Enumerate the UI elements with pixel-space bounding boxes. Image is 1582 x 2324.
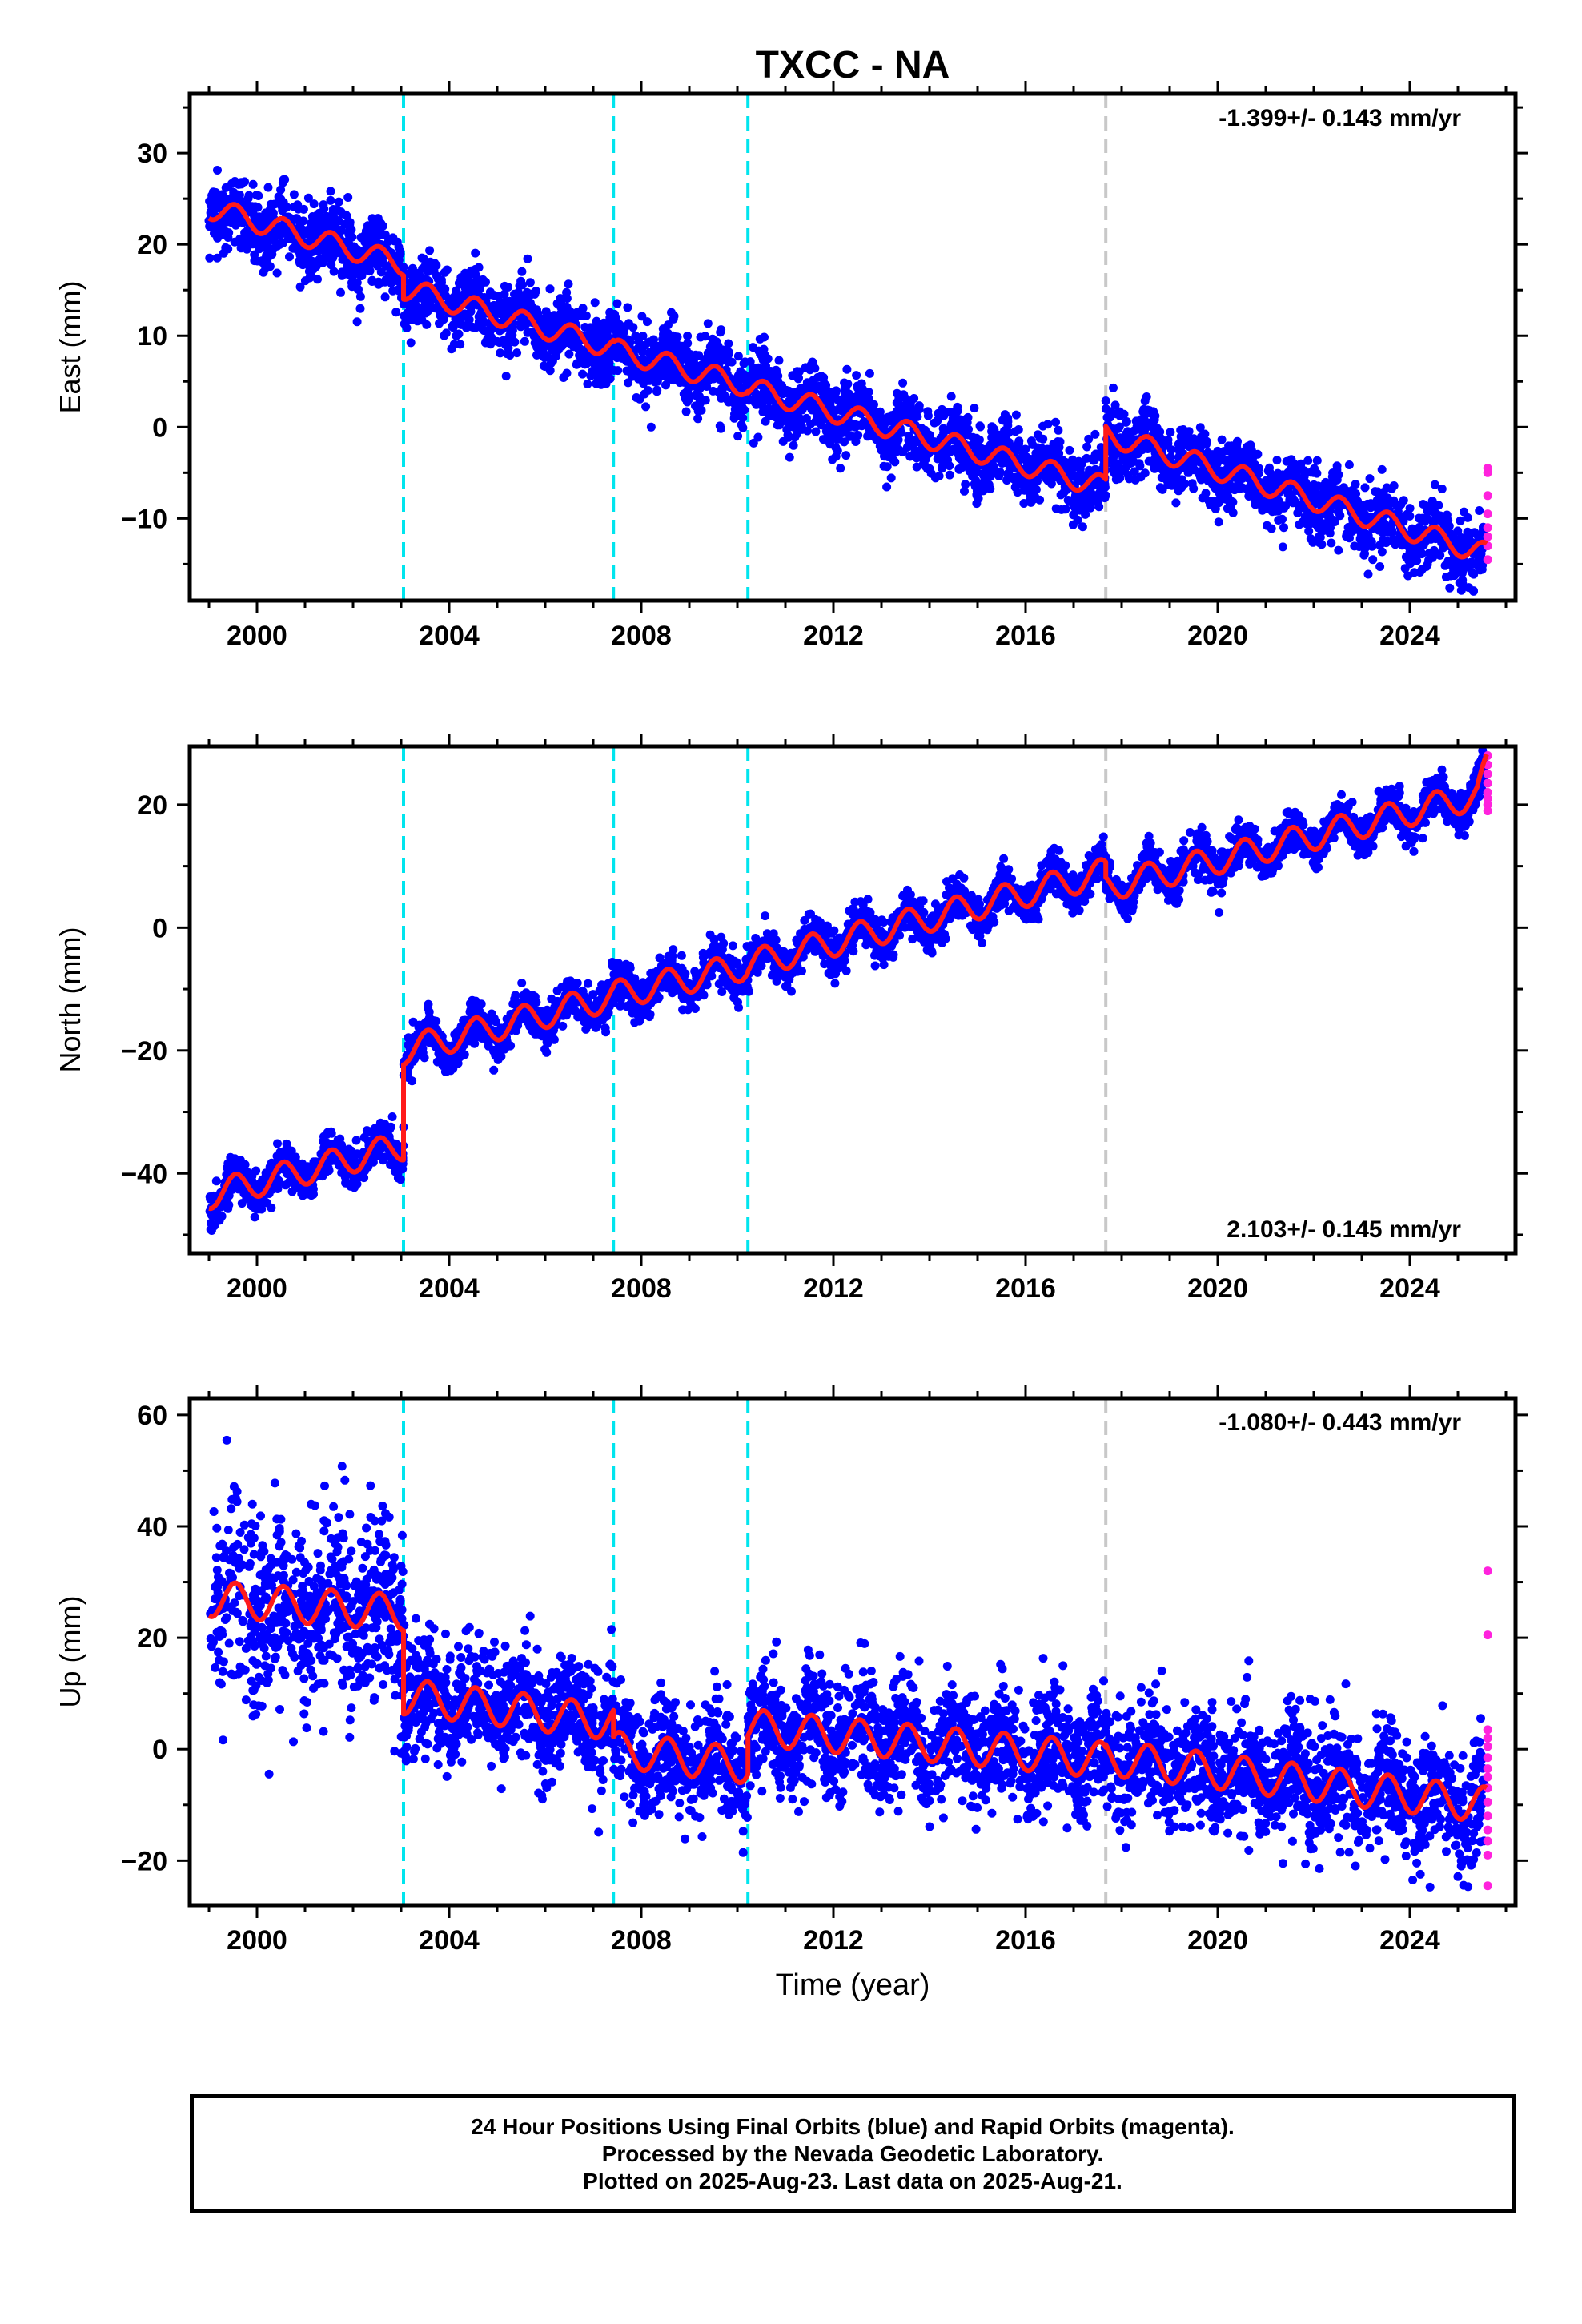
x-tick-label: 2012: [803, 1925, 864, 1956]
plot-area: [205, 746, 1492, 1253]
y-tick-label: 10: [137, 321, 167, 352]
caption-line-1: 24 Hour Positions Using Final Orbits (bl…: [471, 2113, 1235, 2139]
panel-up: 2000 2004 2008 2012 2016 2020 2024 −20 0 20 40 60 Up…: [54, 1385, 1528, 2002]
caption-line-3: Plotted on 2025-Aug-23. Last data on 202…: [583, 2168, 1122, 2193]
y-tick-label: −20: [121, 1846, 167, 1876]
y-tick-label: −40: [121, 1159, 167, 1189]
y-tick-label: 20: [137, 790, 167, 821]
plot-frame: [187, 744, 1518, 1256]
x-tick-label: 2004: [419, 1925, 480, 1956]
x-tick-label: 2004: [419, 621, 480, 651]
caption-box: 24 Hour Positions Using Final Orbits (bl…: [190, 2094, 1516, 2213]
plot-frame: [187, 1396, 1518, 1908]
x-tick-label: 2008: [611, 621, 672, 651]
x-tick-label: 2020: [1187, 1925, 1248, 1956]
panel-east: 2000 2004 2008 2012 2016 2020 2024 −10 0 10 20 30 Ea…: [54, 81, 1528, 651]
rapid-orbit-points: [1483, 751, 1492, 816]
model-fit-line: [207, 202, 1488, 560]
final-orbit-points: [205, 746, 1489, 1235]
y-axis-label: East (mm): [54, 281, 86, 414]
y-axis-label: Up (mm): [54, 1596, 86, 1708]
x-tick-label: 2012: [803, 621, 864, 651]
model-fit-line: [207, 753, 1489, 1212]
x-tick-label: 2016: [995, 1273, 1056, 1304]
x-tick-label: 2000: [227, 1925, 287, 1956]
rapid-orbit-points: [1483, 1566, 1492, 1891]
rapid-orbit-points: [1483, 464, 1492, 565]
x-tick-label: 2024: [1379, 1925, 1440, 1956]
x-tick-label: 2000: [227, 1273, 287, 1304]
panel-north: 2000 2004 2008 2012 2016 2020 2024 −40 −20 0 20 Nor…: [54, 734, 1528, 1304]
panels: 2000 2004 2008 2012 2016 2020 2024−100102030Ea…: [54, 81, 1528, 2002]
velocity-rate-label: -1.399+/- 0.143 mm/yr: [1219, 105, 1461, 131]
y-tick-label: 30: [137, 139, 167, 169]
y-tick-label: 0: [152, 412, 167, 443]
x-tick-label: 2012: [803, 1273, 864, 1304]
velocity-rate-label: 2.103+/- 0.145 mm/yr: [1227, 1216, 1461, 1243]
x-tick-label: 2008: [611, 1273, 672, 1304]
y-tick-label: 0: [152, 913, 167, 943]
x-tick-label: 2000: [227, 621, 287, 651]
velocity-rate-label: -1.080+/- 0.443 mm/yr: [1219, 1409, 1461, 1436]
x-tick-label: 2004: [419, 1273, 480, 1304]
y-axis-label: North (mm): [54, 927, 86, 1073]
final-orbit-points: [206, 1435, 1489, 1892]
y-tick-label: 20: [137, 230, 167, 260]
y-tick-label: 40: [137, 1512, 167, 1542]
x-tick-label: 2020: [1187, 621, 1248, 651]
y-tick-label: 0: [152, 1735, 167, 1765]
plot-area: [206, 1398, 1492, 1905]
x-axis-label: Time (year): [776, 1968, 930, 2002]
x-tick-label: 2008: [611, 1925, 672, 1956]
caption-line-2: Processed by the Nevada Geodetic Laborat…: [601, 2141, 1104, 2166]
y-tick-label: 20: [137, 1623, 167, 1654]
x-tick-label: 2024: [1379, 621, 1440, 651]
figure-title: TXCC - NA: [756, 44, 950, 86]
x-tick-label: 2024: [1379, 1273, 1440, 1304]
model-fit-line: [207, 1580, 1488, 1822]
x-tick-label: 2020: [1187, 1273, 1248, 1304]
plot-frame: [187, 91, 1518, 603]
x-tick-label: 2016: [995, 621, 1056, 651]
x-tick-label: 2016: [995, 1925, 1056, 1956]
y-tick-label: −20: [121, 1036, 167, 1067]
plot-area: [204, 94, 1492, 601]
y-tick-label: −10: [121, 504, 167, 534]
final-orbit-points: [204, 166, 1489, 596]
y-tick-label: 60: [137, 1401, 167, 1431]
